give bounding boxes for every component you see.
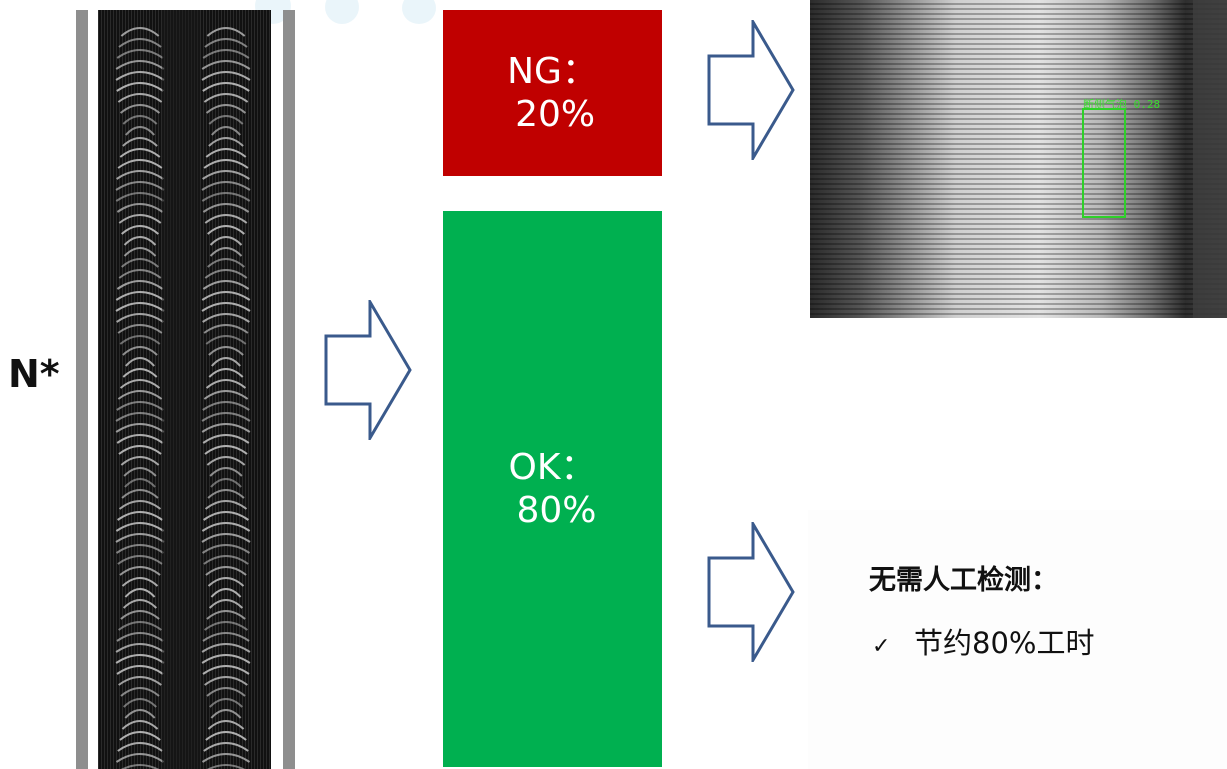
multiplier-label: N* [8, 352, 60, 396]
defect-label: 断侧气泡 0.28 [1083, 98, 1161, 111]
scan-strip-image [98, 10, 271, 769]
ok-block: OK： 80% [443, 211, 662, 767]
scan-strip-graphic [98, 10, 271, 769]
arrow-right-icon [324, 300, 412, 440]
strip-rail-right [283, 10, 295, 769]
strip-rail-left [76, 10, 88, 769]
note-title: 无需人工检测： [869, 565, 1058, 596]
ng-value: 20% [515, 94, 596, 135]
check-icon: ✓ [872, 634, 891, 659]
note-item: ✓ 节约80%工时 [872, 620, 1094, 662]
ok-label: OK： [508, 447, 597, 488]
decorative-blob [402, 0, 436, 24]
ok-value: 80% [516, 490, 597, 531]
defect-image: 断侧气泡 0.28 [810, 0, 1227, 318]
arrow-right-icon [707, 20, 795, 160]
ng-block: NG： 20% [443, 10, 662, 176]
decorative-blob [325, 0, 359, 24]
note-item-text: 节约80%工时 [914, 626, 1095, 660]
note-panel [808, 510, 1227, 769]
defect-bounding-box [1082, 108, 1126, 218]
ng-label: NG： [507, 51, 598, 92]
defect-image-graphic [810, 0, 1227, 318]
arrow-right-icon [707, 522, 795, 662]
